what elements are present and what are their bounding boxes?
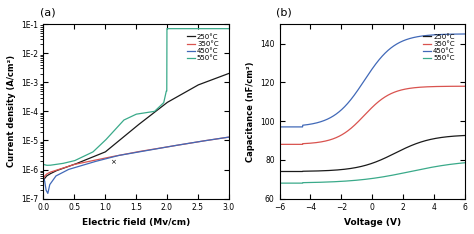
250°C: [358, 165, 364, 168]
350°C: [186, 142, 192, 145]
Line: 350°C: 350°C: [44, 137, 228, 178]
350°C: [404, 88, 410, 90]
450°C: [424, 34, 430, 37]
350°C: [131, 151, 137, 154]
250°C: [226, 72, 231, 75]
Legend: 250°C, 350°C, 450°C, 550°C: 250°C, 350°C, 450°C, 550°C: [420, 31, 457, 64]
350°C: [358, 117, 364, 120]
250°C: [131, 127, 137, 130]
250°C: [421, 140, 427, 143]
450°C: [226, 136, 231, 139]
350°C: [220, 137, 226, 139]
550°C: [352, 179, 357, 182]
Line: 550°C: 550°C: [280, 163, 465, 183]
550°C: [220, 27, 226, 30]
250°C: [41, 180, 46, 183]
250°C: [220, 74, 226, 77]
450°C: [45, 192, 51, 195]
Line: 550°C: 550°C: [44, 29, 228, 165]
550°C: [296, 182, 301, 185]
350°C: [220, 137, 226, 139]
Line: 250°C: 250°C: [44, 73, 228, 181]
350°C: [352, 124, 357, 127]
Line: 450°C: 450°C: [44, 137, 228, 194]
250°C: [424, 139, 430, 142]
350°C: [226, 136, 231, 139]
X-axis label: Voltage (V): Voltage (V): [344, 218, 401, 227]
450°C: [404, 38, 410, 41]
550°C: [358, 178, 364, 181]
350°C: [277, 143, 283, 146]
550°C: [50, 163, 56, 166]
250°C: [462, 134, 467, 137]
X-axis label: Electric field (Mv/cm): Electric field (Mv/cm): [82, 218, 190, 227]
450°C: [462, 33, 467, 35]
450°C: [186, 142, 192, 145]
550°C: [226, 27, 231, 30]
550°C: [131, 114, 137, 117]
350°C: [296, 143, 301, 146]
550°C: [462, 161, 467, 164]
450°C: [421, 34, 427, 37]
Text: (a): (a): [40, 7, 55, 17]
Text: ×: ×: [109, 159, 116, 165]
Line: 450°C: 450°C: [280, 34, 465, 127]
450°C: [296, 125, 301, 128]
Line: 350°C: 350°C: [280, 86, 465, 144]
250°C: [352, 166, 357, 169]
350°C: [421, 86, 427, 88]
450°C: [41, 177, 46, 180]
550°C: [404, 171, 410, 174]
350°C: [424, 85, 430, 88]
450°C: [126, 152, 131, 155]
450°C: [131, 151, 137, 154]
550°C: [421, 167, 427, 170]
450°C: [352, 94, 357, 96]
Text: (b): (b): [276, 7, 292, 17]
550°C: [277, 182, 283, 185]
550°C: [41, 163, 46, 166]
550°C: [44, 164, 49, 167]
250°C: [186, 88, 192, 91]
350°C: [50, 170, 56, 173]
550°C: [164, 27, 170, 30]
550°C: [424, 167, 430, 169]
Y-axis label: Capacitance (nF/cm²): Capacitance (nF/cm²): [246, 61, 255, 162]
250°C: [220, 74, 226, 77]
250°C: [404, 146, 410, 149]
550°C: [186, 27, 192, 30]
450°C: [220, 137, 226, 139]
250°C: [277, 170, 283, 173]
450°C: [50, 179, 56, 181]
Line: 250°C: 250°C: [280, 135, 465, 172]
450°C: [220, 137, 226, 139]
Y-axis label: Current density (A/cm²): Current density (A/cm²): [7, 55, 16, 168]
450°C: [358, 84, 364, 87]
550°C: [220, 27, 226, 30]
Legend: 250°C, 350°C, 450°C, 550°C: 250°C, 350°C, 450°C, 550°C: [184, 31, 221, 64]
550°C: [126, 116, 131, 119]
350°C: [462, 85, 467, 88]
250°C: [296, 170, 301, 173]
350°C: [41, 177, 46, 180]
250°C: [126, 131, 131, 134]
450°C: [277, 125, 283, 128]
250°C: [50, 171, 56, 174]
350°C: [126, 152, 131, 155]
